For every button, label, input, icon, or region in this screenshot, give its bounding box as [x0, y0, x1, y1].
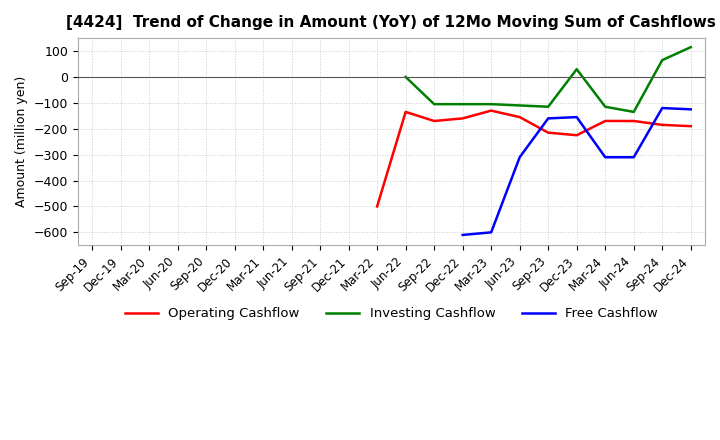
Free Cashflow: [629, 154, 638, 160]
Investing Cashflow: [658, 58, 667, 63]
Investing Cashflow: [686, 44, 695, 50]
Operating Cashflow: [401, 109, 410, 114]
Free Cashflow: [686, 106, 695, 112]
Investing Cashflow: [430, 102, 438, 107]
Operating Cashflow: [516, 114, 524, 120]
Operating Cashflow: [629, 118, 638, 124]
Line: Operating Cashflow: Operating Cashflow: [377, 110, 690, 206]
Free Cashflow: [459, 232, 467, 238]
Free Cashflow: [487, 230, 495, 235]
Free Cashflow: [658, 106, 667, 111]
Free Cashflow: [572, 114, 581, 120]
Free Cashflow: [544, 116, 552, 121]
Legend: Operating Cashflow, Investing Cashflow, Free Cashflow: Operating Cashflow, Investing Cashflow, …: [120, 302, 663, 326]
Free Cashflow: [601, 154, 610, 160]
Line: Free Cashflow: Free Cashflow: [463, 108, 690, 235]
Investing Cashflow: [487, 102, 495, 107]
Operating Cashflow: [572, 132, 581, 138]
Investing Cashflow: [516, 103, 524, 108]
Operating Cashflow: [459, 116, 467, 121]
Operating Cashflow: [601, 118, 610, 124]
Investing Cashflow: [572, 66, 581, 72]
Operating Cashflow: [544, 130, 552, 135]
Investing Cashflow: [401, 74, 410, 80]
Operating Cashflow: [373, 204, 382, 209]
Y-axis label: Amount (million yen): Amount (million yen): [15, 76, 28, 207]
Operating Cashflow: [658, 122, 667, 128]
Investing Cashflow: [629, 109, 638, 114]
Free Cashflow: [516, 154, 524, 160]
Title: [4424]  Trend of Change in Amount (YoY) of 12Mo Moving Sum of Cashflows: [4424] Trend of Change in Amount (YoY) o…: [66, 15, 716, 30]
Investing Cashflow: [459, 102, 467, 107]
Investing Cashflow: [601, 104, 610, 110]
Investing Cashflow: [544, 104, 552, 110]
Operating Cashflow: [487, 108, 495, 113]
Line: Investing Cashflow: Investing Cashflow: [405, 47, 690, 112]
Operating Cashflow: [430, 118, 438, 124]
Operating Cashflow: [686, 124, 695, 129]
